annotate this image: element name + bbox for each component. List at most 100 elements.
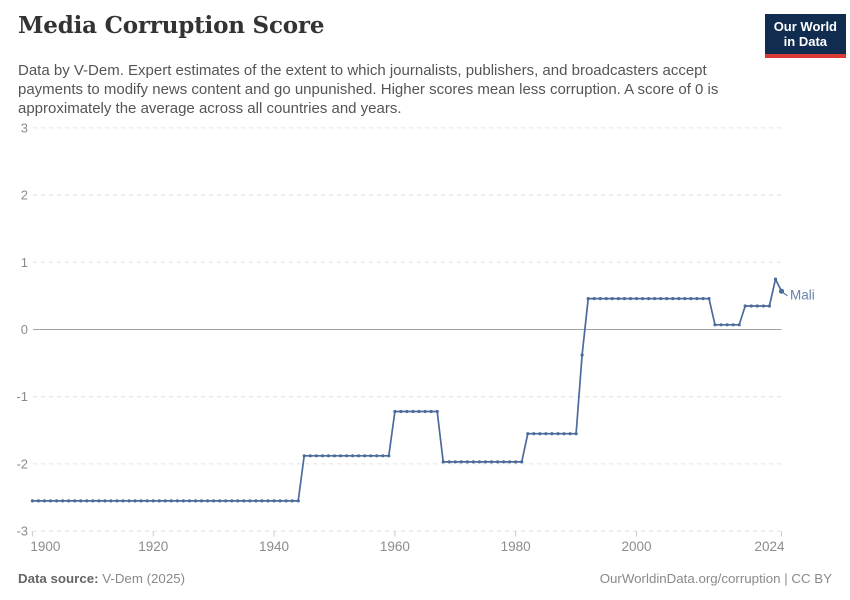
- data-point: [550, 432, 554, 436]
- data-point: [701, 297, 705, 301]
- chart-subtitle: Data by V-Dem. Expert estimates of the e…: [18, 62, 719, 117]
- data-point: [429, 409, 433, 414]
- credit-link[interactable]: OurWorldinData.org/corruption | CC BY: [599, 571, 832, 586]
- data-point: [423, 409, 427, 414]
- series-label-mali[interactable]: Mali: [790, 288, 815, 303]
- data-point: [218, 499, 222, 503]
- data-point: [302, 454, 306, 458]
- data-point: [496, 460, 500, 464]
- data-point: [574, 432, 578, 436]
- x-axis-label-1980: 1980: [501, 539, 531, 554]
- data-point: [761, 304, 766, 308]
- data-point: [532, 432, 536, 436]
- y-axis-label--1: -1: [16, 389, 28, 404]
- data-point: [616, 297, 621, 301]
- data-source: Data source: V-Dem (2025): [18, 571, 185, 586]
- data-point: [48, 499, 53, 503]
- data-point: [562, 432, 566, 436]
- data-point: [677, 297, 681, 301]
- data-point: [483, 460, 488, 464]
- data-point: [338, 454, 343, 458]
- data-point: [73, 499, 77, 503]
- data-point: [399, 409, 403, 414]
- data-source-label: Data source:: [18, 571, 99, 586]
- x-axis-label-1960: 1960: [380, 539, 410, 554]
- data-point: [435, 409, 439, 414]
- data-point: [181, 499, 185, 503]
- data-point: [163, 499, 167, 503]
- data-point: [743, 304, 747, 308]
- data-point: [254, 499, 258, 503]
- data-point: [224, 499, 228, 503]
- data-point: [544, 432, 548, 436]
- data-point: [212, 499, 216, 503]
- y-axis-label-1: 1: [21, 255, 28, 270]
- data-point: [767, 304, 772, 308]
- data-point: [320, 454, 324, 458]
- y-axis-label-2: 2: [21, 188, 28, 203]
- data-point: [381, 454, 385, 458]
- data-point: [441, 460, 445, 464]
- data-point: [689, 297, 693, 301]
- data-point: [91, 499, 95, 503]
- data-point: [713, 323, 717, 327]
- data-point: [387, 454, 391, 458]
- data-point: [97, 499, 101, 503]
- data-point: [375, 454, 379, 458]
- data-point: [568, 432, 572, 436]
- data-point: [115, 499, 119, 503]
- data-point: [42, 499, 47, 503]
- y-axis-label-3: 3: [21, 120, 28, 135]
- data-point: [447, 460, 451, 464]
- series-end-dot: [778, 288, 785, 294]
- data-point: [85, 499, 89, 503]
- data-point: [695, 297, 699, 301]
- data-point: [405, 409, 409, 414]
- data-point: [610, 297, 614, 301]
- data-point: [206, 499, 210, 503]
- data-point: [242, 499, 246, 503]
- data-point: [417, 409, 421, 414]
- data-point: [755, 304, 759, 308]
- data-point: [465, 460, 469, 464]
- data-point: [278, 499, 282, 503]
- data-point: [586, 297, 590, 301]
- data-point: [737, 323, 741, 327]
- data-point: [725, 323, 729, 327]
- data-point: [200, 499, 204, 503]
- x-axis-label-1900: 1900: [30, 539, 60, 554]
- x-axis-label-2000: 2000: [621, 539, 651, 554]
- data-point: [634, 297, 639, 301]
- data-point: [647, 297, 651, 301]
- data-point: [773, 277, 778, 281]
- data-point: [151, 499, 155, 503]
- data-point: [604, 297, 608, 301]
- owid-logo[interactable]: Our World in Data: [764, 14, 846, 58]
- data-point: [139, 499, 143, 503]
- data-point: [230, 499, 234, 503]
- data-point: [248, 499, 252, 503]
- data-point: [290, 499, 294, 503]
- data-point: [514, 460, 518, 464]
- owid-logo-line1: Our World: [773, 19, 837, 34]
- data-point: [157, 499, 161, 503]
- mali-series-line[interactable]: [31, 278, 783, 502]
- data-point: [363, 454, 367, 458]
- data-point: [526, 432, 530, 436]
- data-point: [272, 499, 276, 503]
- data-point: [103, 499, 107, 503]
- data-point: [459, 460, 463, 464]
- page-title: Media Corruption Score: [18, 12, 325, 39]
- data-point: [36, 499, 41, 503]
- x-axis-label-1940: 1940: [259, 539, 289, 554]
- data-point: [580, 353, 584, 357]
- data-point: [187, 499, 192, 503]
- data-point: [489, 460, 494, 464]
- data-point: [538, 432, 542, 436]
- data-point: [296, 499, 300, 503]
- data-point: [55, 499, 59, 503]
- data-point: [393, 409, 397, 414]
- data-point: [175, 499, 179, 503]
- data-point: [61, 499, 65, 503]
